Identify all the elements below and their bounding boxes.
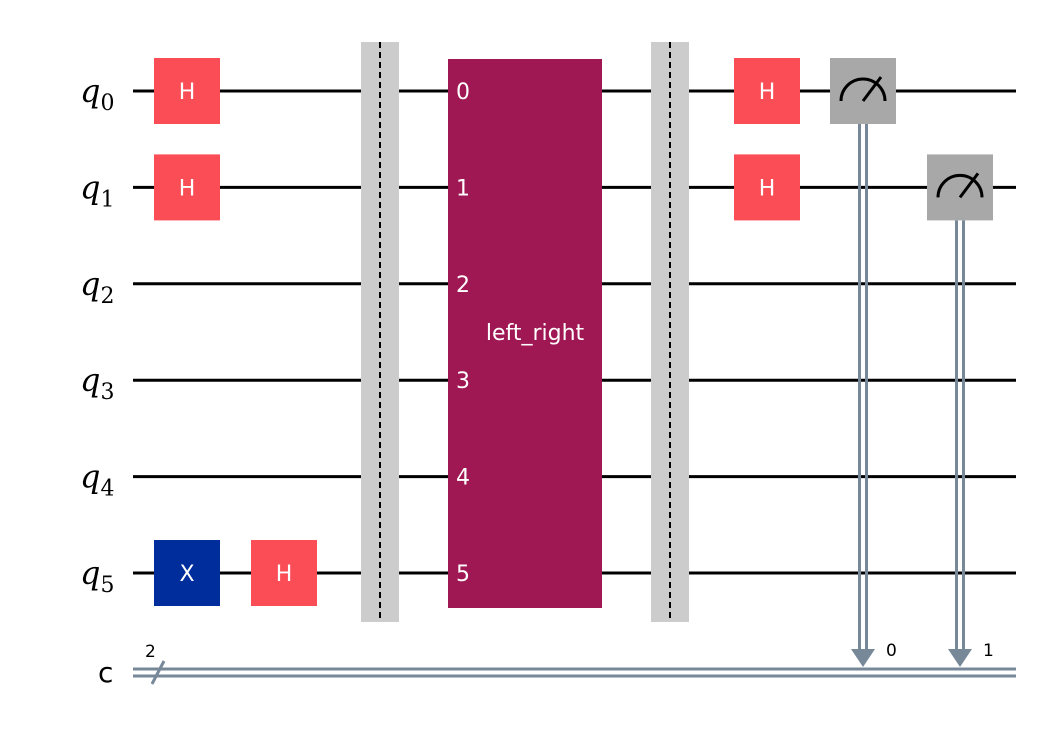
measure-gate: 0 xyxy=(830,58,897,667)
measure-arrow xyxy=(948,649,972,667)
custom-gate-port-label: 0 xyxy=(456,80,470,105)
barrier-1 xyxy=(361,42,399,622)
register-slash xyxy=(150,660,166,685)
clbit-index-label: 1 xyxy=(983,641,994,661)
gate-label: X xyxy=(179,562,194,587)
gate-label: H xyxy=(759,176,776,201)
qubit-label: q4 xyxy=(80,458,114,502)
meter-arc-icon xyxy=(936,173,984,198)
custom-gate-port-label: 2 xyxy=(456,273,470,298)
barrier-2 xyxy=(651,42,689,622)
clbit-index-label: 0 xyxy=(886,641,897,661)
h-gate: H xyxy=(154,58,220,124)
gate-box xyxy=(154,58,220,124)
custom-gate-port-label: 5 xyxy=(456,562,470,587)
gate-box xyxy=(154,154,220,221)
classical-width-label: 2 xyxy=(145,642,156,662)
meter-arc-icon xyxy=(839,77,887,102)
qubit-label: q3 xyxy=(80,361,114,405)
h-gate: H xyxy=(734,58,800,124)
measure-box xyxy=(927,154,993,221)
gate-label: H xyxy=(276,562,293,587)
meter-needle-icon xyxy=(958,172,980,199)
x-gate: X xyxy=(154,540,220,606)
gate-label: H xyxy=(759,80,776,105)
gate-box xyxy=(251,540,317,606)
gate-label: H xyxy=(179,176,196,201)
qubit-label: q2 xyxy=(80,265,114,309)
gate-box xyxy=(734,58,800,124)
custom-gate-port-label: 3 xyxy=(456,369,470,394)
h-gate: H xyxy=(251,540,317,606)
custom-gate-ports: 0 1 2 3 4 5 xyxy=(456,80,470,587)
classical-register-label: c xyxy=(98,656,113,689)
meter-needle-icon xyxy=(861,76,883,102)
custom-gate-port-label: 1 xyxy=(456,176,470,201)
gate-box xyxy=(734,154,800,221)
gate-box xyxy=(154,540,220,606)
qubit-label: q1 xyxy=(80,168,114,212)
h-gate: H xyxy=(154,154,220,221)
custom-gate-left-right: left_right 0 1 2 3 4 5 xyxy=(448,59,602,608)
gate-label: H xyxy=(179,80,196,105)
h-gate: H xyxy=(734,154,800,221)
qubit-label: q0 xyxy=(80,72,114,116)
gates: H H X H H H xyxy=(154,58,800,606)
custom-gate-label: left_right xyxy=(486,321,585,346)
measure-box xyxy=(830,58,896,124)
classical-wire: 2 xyxy=(133,642,1016,685)
measure-gate: 1 xyxy=(927,154,994,667)
measure-arrow xyxy=(851,649,875,667)
qubit-label: q5 xyxy=(80,554,114,598)
custom-gate-port-label: 4 xyxy=(456,466,470,491)
wire-labels: q0 q1 q2 q3 q4 q5 xyxy=(80,72,114,598)
